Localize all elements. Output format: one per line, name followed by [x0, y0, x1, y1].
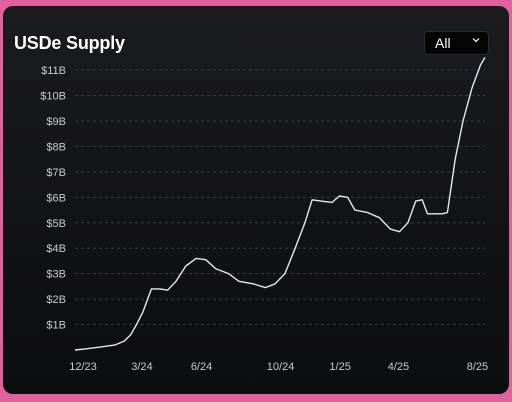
x-tick-label: 1/25	[329, 361, 350, 373]
y-tick-label: $11B	[41, 65, 66, 77]
x-tick-label: 8/25	[467, 361, 488, 373]
chart-card: USDe Supply All $1B $2B $3B $4B $5B $6B $7B $8B…	[3, 6, 509, 394]
y-tick-label: $10B	[40, 91, 66, 103]
y-axis-ticks: $1B $2B $3B $4B $5B $6B $7B $8B $9B $10B $11B	[40, 65, 66, 332]
chart-title: USDe Supply	[14, 33, 125, 53]
y-tick-label: $7B	[46, 167, 66, 179]
y-tick-label: $4B	[46, 243, 66, 255]
time-range-value: All	[435, 35, 451, 51]
y-tick-label: $1B	[46, 320, 66, 332]
y-tick-label: $6B	[46, 192, 66, 204]
line-chart: $1B $2B $3B $4B $5B $6B $7B $8B $9B $10B $11B 12/2…	[40, 56, 488, 373]
grid-lines	[75, 69, 485, 326]
y-tick-label: $5B	[46, 218, 66, 230]
y-tick-label: $9B	[46, 116, 66, 128]
x-tick-label: 3/24	[131, 361, 152, 373]
y-tick-label: $8B	[46, 141, 66, 153]
series-layer	[74, 56, 486, 351]
time-range-select[interactable]: All	[424, 31, 489, 55]
chevron-down-icon	[472, 38, 480, 43]
y-tick-label: $3B	[46, 269, 66, 281]
series-line	[74, 56, 486, 351]
x-tick-label: 12/23	[69, 361, 97, 373]
x-tick-label: 6/24	[191, 361, 212, 373]
y-tick-label: $2B	[46, 294, 66, 306]
x-tick-label: 10/24	[267, 361, 295, 373]
x-tick-label: 4/25	[388, 361, 409, 373]
x-axis-ticks: 12/23 3/24 6/24 10/24 1/25 4/25 8/25	[69, 361, 488, 373]
